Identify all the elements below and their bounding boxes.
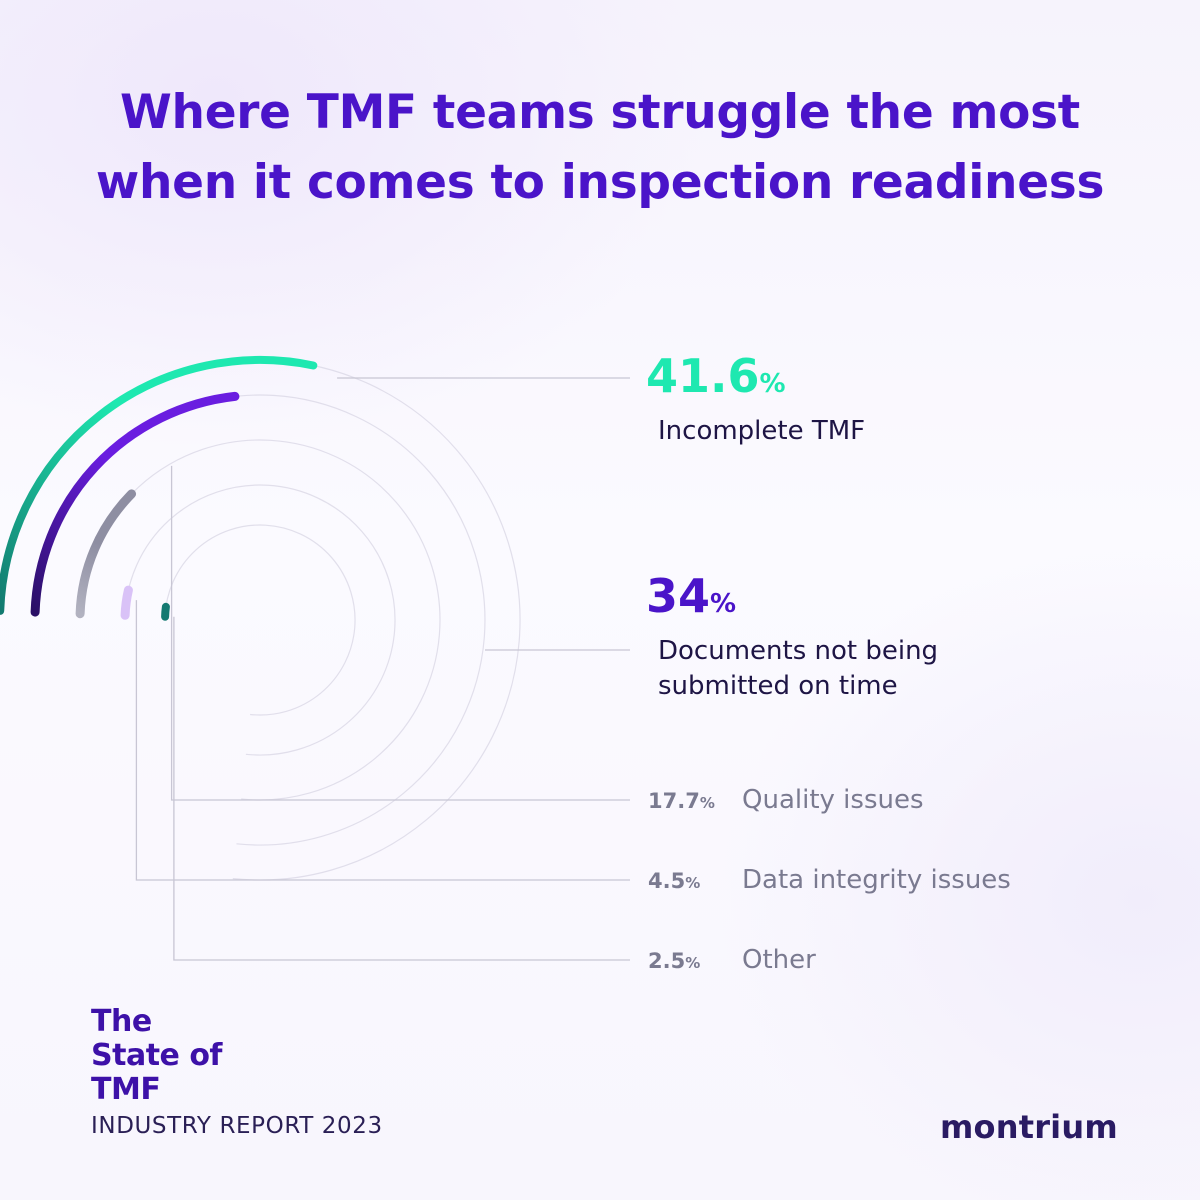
category-label: Other — [742, 945, 816, 975]
leader-line-quality-issues — [170, 465, 630, 801]
track-other — [164, 524, 356, 716]
bar-data-integrity-issues — [120, 585, 133, 620]
category-label: Documents not being submitted on time — [658, 636, 939, 701]
bar-quality-issues — [75, 489, 137, 619]
label-quality-issues: 17.7% Quality issues — [648, 785, 924, 815]
value-label: 41.6% — [646, 349, 786, 403]
brand-line-3: TMF — [91, 1072, 161, 1107]
bar-incomplete-tmf — [0, 355, 318, 615]
leader-line-other — [173, 616, 630, 961]
value-label: 2.5% — [648, 949, 701, 973]
bar-other — [161, 602, 170, 621]
brand-line-2: State of — [91, 1038, 223, 1073]
company-logo: montrium — [940, 1108, 1118, 1146]
value-label: 17.7% — [648, 789, 715, 813]
report-subtitle: INDUSTRY REPORT 2023 — [91, 1113, 383, 1139]
leader-line-data-integrity-issues — [135, 600, 630, 881]
chart-title: Where TMF teams struggle the most when i… — [0, 78, 1200, 218]
category-label: Data integrity issues — [742, 865, 1011, 895]
category-label: Quality issues — [742, 785, 924, 815]
value-label: 34% — [646, 569, 737, 623]
label-other: 2.5% Other — [648, 945, 816, 975]
label-incomplete-tmf: 41.6% Incomplete TMF — [646, 352, 865, 449]
title-line-1: Where TMF teams struggle the most — [120, 85, 1080, 140]
label-documents-not-being-submitted-on-time: 34% Documents not being submitted on time — [646, 572, 938, 704]
track-data-integrity-issues — [124, 484, 396, 756]
category-label: Incomplete TMF — [658, 416, 866, 446]
bar-documents-not-being-submitted-on-time — [30, 391, 240, 617]
title-line-2: when it comes to inspection readiness — [95, 155, 1105, 210]
report-brand: The State of TMF — [91, 1004, 223, 1107]
value-label: 4.5% — [648, 869, 701, 893]
label-data-integrity-issues: 4.5% Data integrity issues — [648, 865, 1011, 895]
brand-line-1: The — [91, 1004, 152, 1039]
